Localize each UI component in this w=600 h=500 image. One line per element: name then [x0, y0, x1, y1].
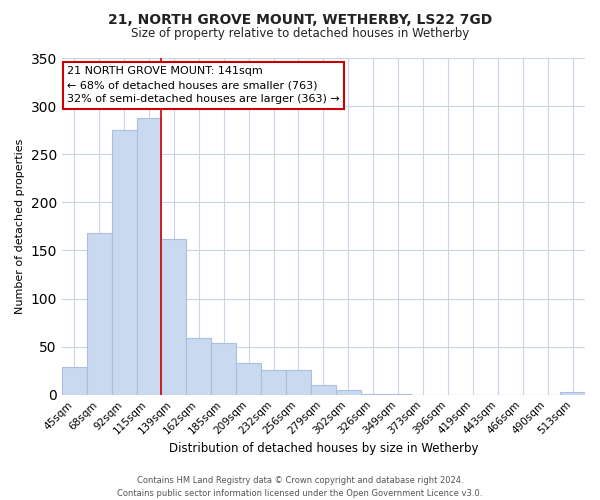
Bar — [112, 130, 137, 394]
Bar — [87, 233, 112, 394]
Bar — [560, 392, 585, 394]
Bar — [236, 363, 261, 394]
Bar — [261, 370, 286, 394]
Bar — [286, 370, 311, 394]
Bar — [336, 390, 361, 394]
Text: 21, NORTH GROVE MOUNT, WETHERBY, LS22 7GD: 21, NORTH GROVE MOUNT, WETHERBY, LS22 7G… — [108, 12, 492, 26]
Text: Size of property relative to detached houses in Wetherby: Size of property relative to detached ho… — [131, 28, 469, 40]
Bar — [311, 385, 336, 394]
Bar — [187, 338, 211, 394]
Bar — [62, 367, 87, 394]
Y-axis label: Number of detached properties: Number of detached properties — [15, 138, 25, 314]
Bar — [211, 343, 236, 394]
Bar — [137, 118, 161, 394]
Bar — [161, 239, 187, 394]
Text: 21 NORTH GROVE MOUNT: 141sqm
← 68% of detached houses are smaller (763)
32% of s: 21 NORTH GROVE MOUNT: 141sqm ← 68% of de… — [67, 66, 340, 104]
Text: Contains HM Land Registry data © Crown copyright and database right 2024.
Contai: Contains HM Land Registry data © Crown c… — [118, 476, 482, 498]
X-axis label: Distribution of detached houses by size in Wetherby: Distribution of detached houses by size … — [169, 442, 478, 455]
